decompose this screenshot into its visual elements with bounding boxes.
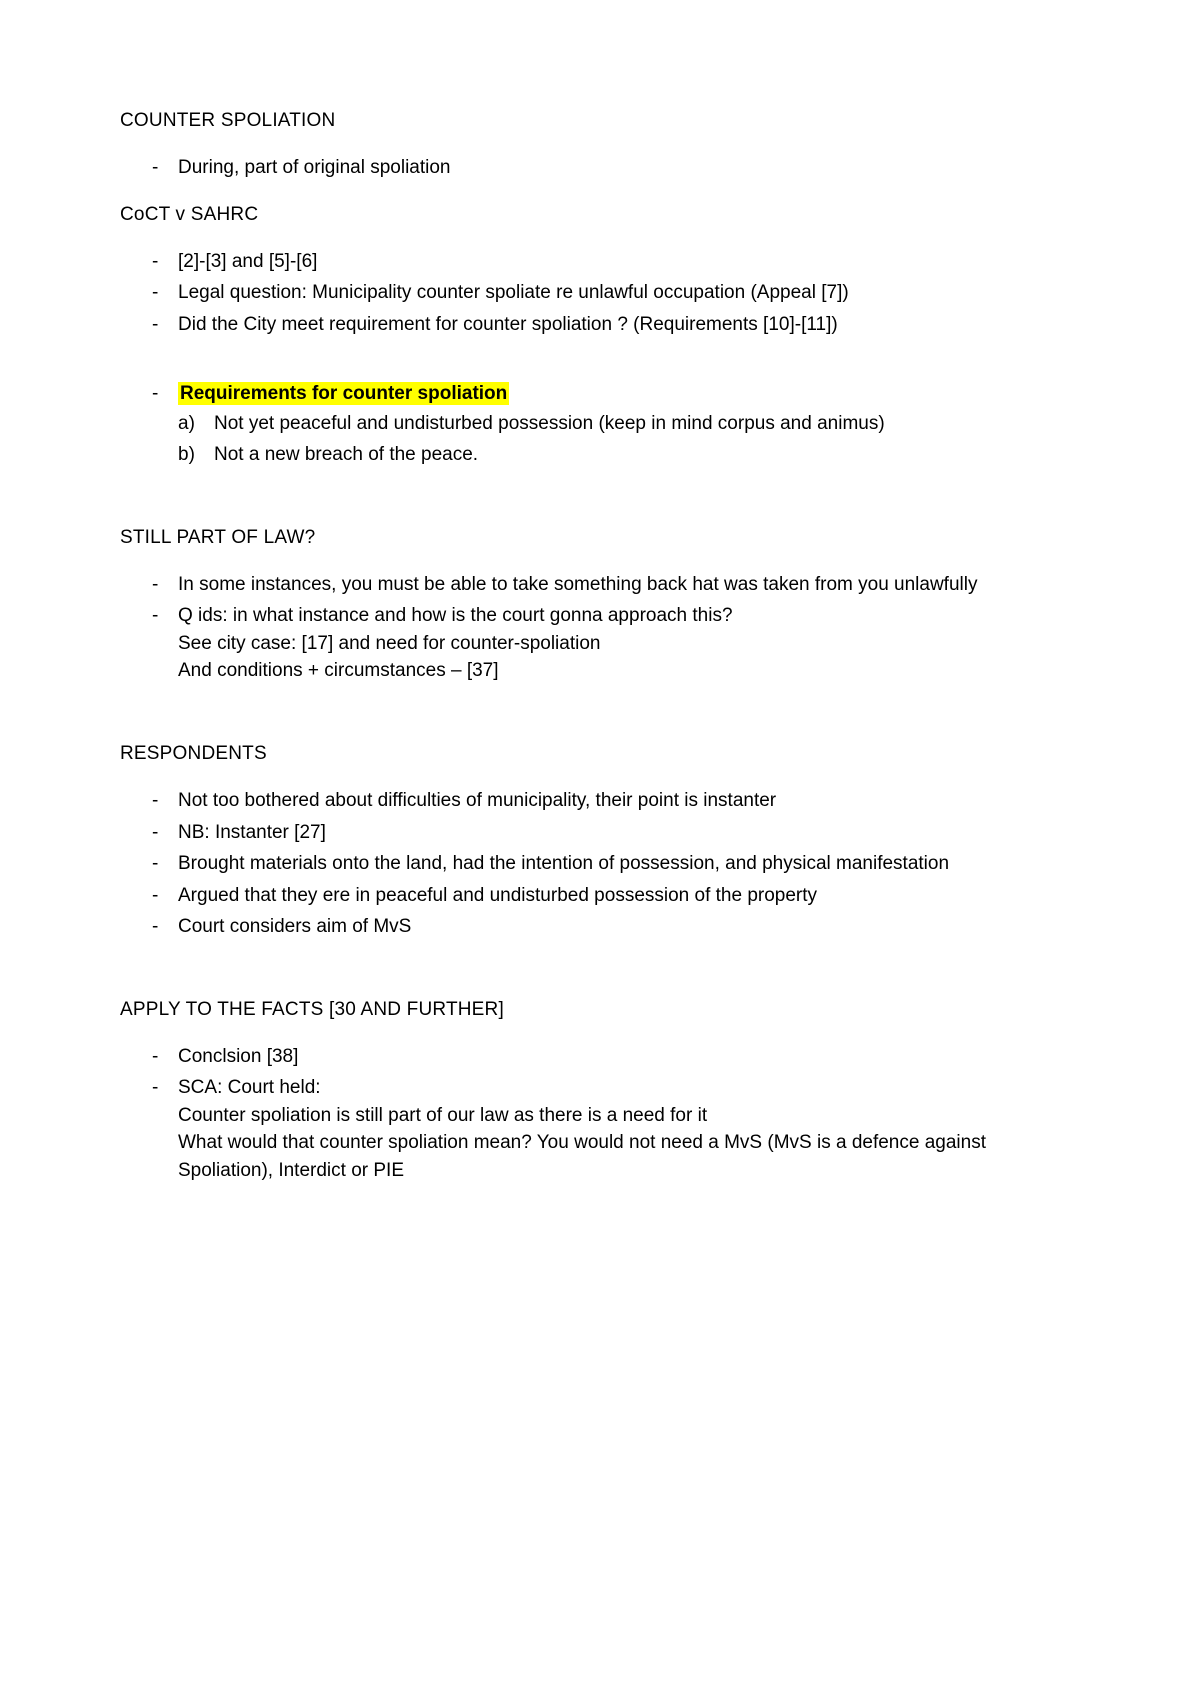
list-coct: [2]-[3] and [5]-[6] Legal question: Muni… [120, 248, 1080, 339]
bullet-line: Counter spoliation is still part of our … [178, 1102, 1080, 1130]
list-apply-facts: Conclsion [38] SCA: Court held: Counter … [120, 1043, 1080, 1185]
bullet-item: Legal question: Municipality counter spo… [120, 279, 1080, 307]
heading-apply-to-facts: APPLY TO THE FACTS [30 AND FURTHER] [120, 999, 1080, 1021]
list-requirements: Requirements for counter spoliation Not … [120, 380, 1080, 469]
bullet-item: Brought materials onto the land, had the… [120, 850, 1080, 878]
sublist-item-a: Not yet peaceful and undisturbed possess… [178, 410, 1080, 438]
list-counter-spoliation: During, part of original spoliation [120, 154, 1080, 182]
heading-still-part-of-law: STILL PART OF LAW? [120, 527, 1080, 549]
list-respondents: Not too bothered about difficulties of m… [120, 787, 1080, 941]
heading-coct-v-sahrc: CoCT v SAHRC [120, 204, 1080, 226]
bullet-item: [2]-[3] and [5]-[6] [120, 248, 1080, 276]
highlight-text: Requirements for counter spoliation [178, 382, 509, 405]
bullet-line: SCA: Court held: [178, 1074, 1080, 1102]
heading-counter-spoliation: COUNTER SPOLIATION [120, 110, 1080, 132]
requirements-sublist: Not yet peaceful and undisturbed possess… [178, 410, 1080, 469]
bullet-item-highlight: Requirements for counter spoliation Not … [120, 380, 1080, 469]
bullet-line: What would that counter spoliation mean?… [178, 1129, 1080, 1184]
list-still-part: In some instances, you must be able to t… [120, 571, 1080, 685]
bullet-item: Q ids: in what instance and how is the c… [120, 602, 1080, 685]
bullet-line: Q ids: in what instance and how is the c… [178, 602, 1080, 630]
bullet-item: SCA: Court held: Counter spoliation is s… [120, 1074, 1080, 1184]
heading-respondents: RESPONDENTS [120, 743, 1080, 765]
bullet-line: See city case: [17] and need for counter… [178, 630, 1080, 658]
bullet-item: Conclsion [38] [120, 1043, 1080, 1071]
bullet-item: During, part of original spoliation [120, 154, 1080, 182]
bullet-item: Did the City meet requirement for counte… [120, 311, 1080, 339]
bullet-item: Court considers aim of MvS [120, 913, 1080, 941]
document-page: COUNTER SPOLIATION During, part of origi… [0, 0, 1200, 1696]
bullet-item: Argued that they ere in peaceful and und… [120, 882, 1080, 910]
bullet-item: In some instances, you must be able to t… [120, 571, 1080, 599]
bullet-line: And conditions + circumstances – [37] [178, 657, 1080, 685]
bullet-item: Not too bothered about difficulties of m… [120, 787, 1080, 815]
bullet-item: NB: Instanter [27] [120, 819, 1080, 847]
sublist-item-b: Not a new breach of the peace. [178, 441, 1080, 469]
